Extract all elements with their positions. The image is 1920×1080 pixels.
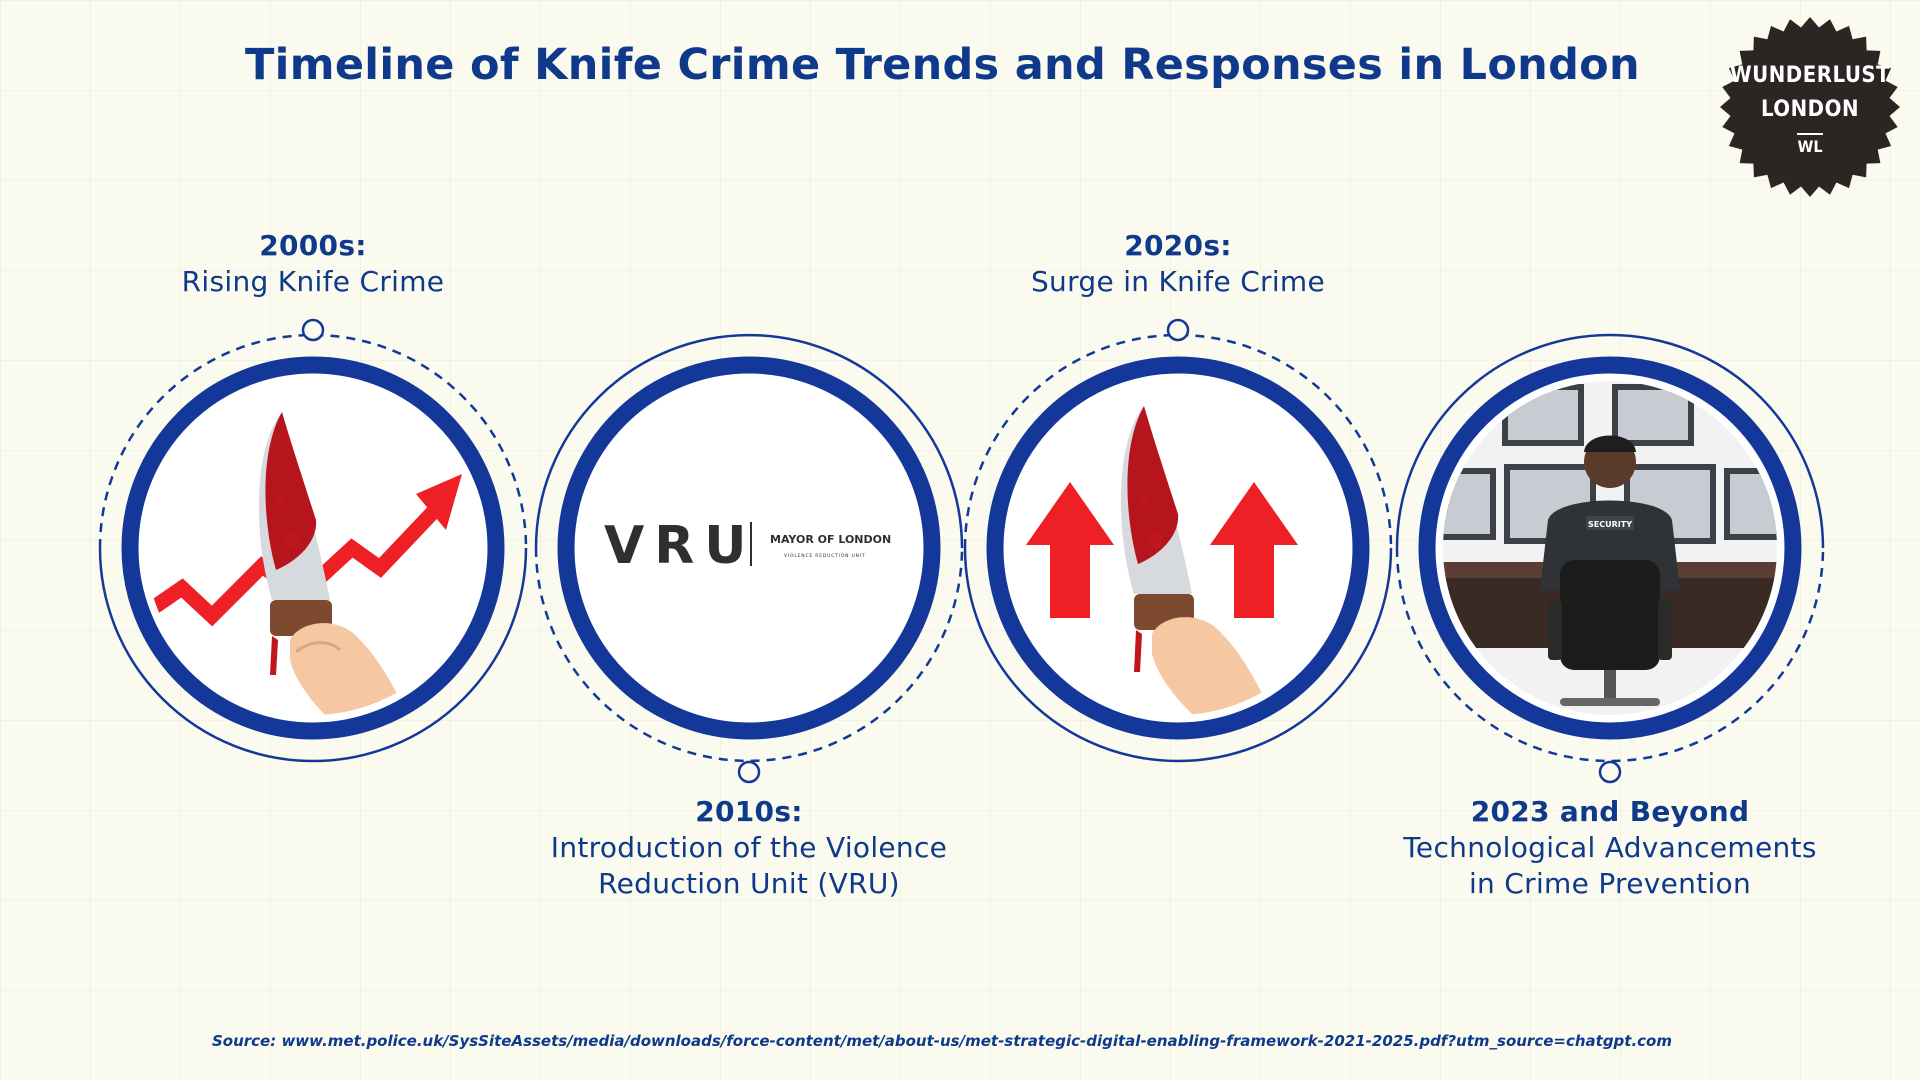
badge-seal-icon: [1720, 17, 1900, 197]
stage-2-description-line1: Introduction of the Violence: [550, 831, 948, 864]
solid-arc-bottom: [98, 547, 528, 763]
badge-monogram: WL: [1797, 132, 1823, 156]
security-jacket-label: SECURITY: [1588, 520, 1632, 529]
timeline-dot: [1598, 760, 1622, 784]
stage-3-period: 2020s:: [1124, 229, 1232, 262]
stage-1-period: 2000s:: [259, 229, 367, 262]
source-citation: Source: www.met.police.uk/SysSiteAssets/…: [211, 1032, 1672, 1050]
wunderlust-badge: WUNDERLUST LONDON WL: [1718, 15, 1902, 199]
badge-line-2: LONDON: [1760, 96, 1860, 122]
vru-wordmark: VRU: [604, 516, 757, 576]
stage-3-node: [963, 318, 1393, 763]
stage-2-node: VRU MAYOR OF LONDON VIOLENCE REDUCTION U…: [534, 333, 964, 784]
stage-2-label: 2010s: Introduction of the Violence Redu…: [499, 794, 999, 902]
vru-unit-text: VIOLENCE REDUCTION UNIT: [784, 553, 866, 559]
timeline-dot: [1166, 318, 1190, 342]
bloody-knife-up-arrows-icon: [1026, 406, 1298, 714]
solid-arc-top: [1395, 333, 1825, 549]
stage-2-description-line2: Reduction Unit (VRU): [598, 867, 900, 900]
badge-line-1: WUNDERLUST: [1729, 62, 1891, 88]
stage-2-period: 2010s:: [695, 795, 803, 828]
stage-4-description-line2: in Crime Prevention: [1468, 867, 1752, 900]
timeline-dot: [301, 318, 325, 342]
dashed-arc-top: [98, 333, 528, 549]
stage-4-label: 2023 and Beyond Technological Advancemen…: [1360, 794, 1860, 902]
stage-1-node: [98, 318, 528, 763]
stage-4-period: 2023 and Beyond: [1470, 795, 1750, 828]
dashed-arc-bottom: [534, 547, 964, 763]
stage-1-label: 2000s: Rising Knife Crime: [113, 228, 513, 300]
page-title: Timeline of Knife Crime Trends and Respo…: [245, 40, 1640, 90]
stage-4-node: SECURITY: [1395, 333, 1825, 784]
vru-logo: VRU MAYOR OF LONDON VIOLENCE REDUCTION U…: [604, 516, 891, 576]
stage-3-label: 2020s: Surge in Knife Crime: [978, 228, 1378, 300]
stage-1-description: Rising Knife Crime: [181, 265, 445, 298]
timeline-dot: [737, 760, 761, 784]
stage-4-description-line1: Technological Advancements: [1403, 831, 1817, 864]
mayor-of-london-text: MAYOR OF LONDON: [770, 533, 891, 546]
image-ring: [557, 356, 941, 740]
bloody-knife-rising-arrow-icon: [146, 412, 462, 715]
solid-arc-top: [534, 333, 964, 549]
dashed-arc-bottom: [1395, 547, 1825, 763]
solid-arc-bottom: [963, 547, 1393, 763]
dashed-arc-top: [963, 333, 1393, 549]
stage-3-description: Surge in Knife Crime: [1030, 265, 1326, 298]
